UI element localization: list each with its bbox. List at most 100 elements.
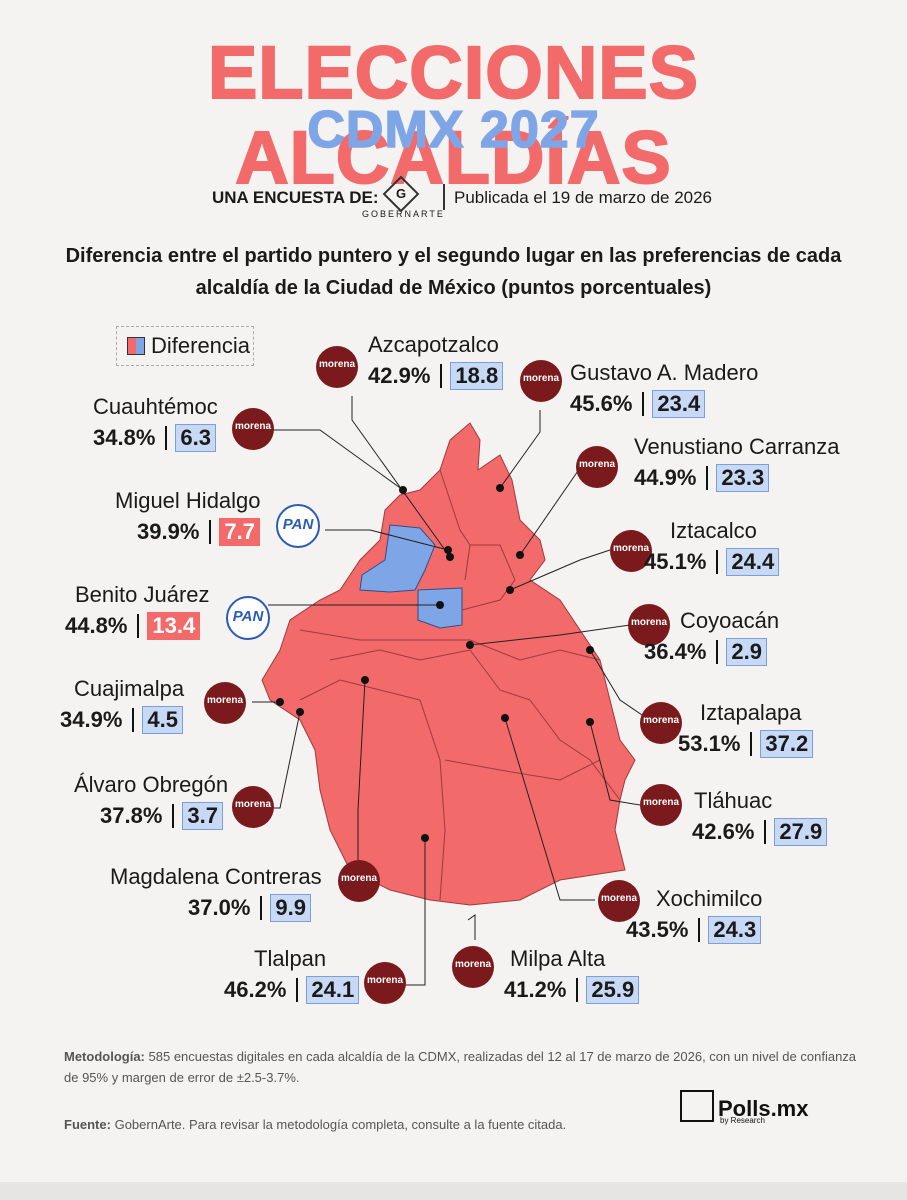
page-title: ELECCIONES ALCALDÍAS: [207, 30, 700, 200]
alcaldia-name: Álvaro Obregón: [74, 772, 229, 797]
legend-swatch: [127, 337, 145, 355]
leader-pct: 42.6%: [692, 819, 755, 844]
gobernarte-logo: G GOBERNARTE: [362, 175, 445, 219]
morena-logo-cuajimalpa: morena: [204, 682, 246, 724]
bottom-strip: [0, 1182, 907, 1200]
leader-pct: 45.1%: [644, 549, 707, 574]
diff-value: 24.1: [306, 976, 360, 1004]
leader-pct: 39.9%: [137, 519, 200, 544]
alcaldia-name: Tláhuac: [694, 788, 773, 813]
byline: UNA ENCUESTA DE: G GOBERNARTE Publicada …: [0, 175, 907, 219]
byline-divider: [443, 184, 445, 210]
morena-logo-coyoacan: morena: [628, 604, 670, 646]
pollsmx-logo: Polls.mx by Research: [680, 1090, 809, 1125]
pollsmx-icon: [680, 1090, 714, 1122]
leader-pct: 34.9%: [60, 707, 123, 732]
diff-value: 24.3: [708, 916, 762, 944]
label-tlalpan: Tlalpan 46.2% 24.1: [224, 946, 360, 1004]
morena-logo-vcarranza: morena: [576, 446, 618, 488]
legend: Diferencia: [116, 326, 254, 366]
diff-value: 7.7: [219, 518, 260, 546]
label-tlahuac: Tláhuac 42.6% 27.9: [692, 788, 828, 846]
label-mhidalgo: Miguel Hidalgo 39.9% 7.7: [115, 488, 261, 546]
morena-logo-iztapalapa: morena: [640, 702, 682, 744]
morena-logo-cuauhtemoc: morena: [232, 408, 274, 450]
leader-pct: 43.5%: [626, 917, 689, 942]
alcaldia-name: Iztacalco: [670, 518, 757, 543]
legend-label: Diferencia: [151, 333, 251, 358]
label-xochimilco: Xochimilco 43.5% 24.3: [626, 886, 763, 944]
morena-logo-mcontreras: morena: [338, 860, 380, 902]
methodology-note: Metodología: 585 encuestas digitales en …: [64, 1046, 864, 1088]
label-gam: Gustavo A. Madero 45.6% 23.4: [570, 360, 758, 418]
leader-pct: 41.2%: [504, 977, 567, 1002]
diff-value: 18.8: [450, 362, 504, 390]
leader-pct: 34.8%: [93, 425, 156, 450]
pollsmx-sub: by Research: [720, 1116, 765, 1125]
alcaldia-name: Gustavo A. Madero: [570, 360, 759, 385]
map-area-morena: [261, 422, 636, 906]
leader-pct: 44.9%: [634, 465, 697, 490]
alcaldia-name: Benito Juárez: [75, 582, 210, 607]
label-iztapalapa: Iztapalapa 53.1% 37.2: [678, 700, 814, 758]
alcaldia-name: Miguel Hidalgo: [115, 488, 261, 513]
label-cuauhtemoc: Cuauhtémoc 34.8% 6.3: [93, 394, 218, 452]
label-iztacalco: Iztacalco 45.1% 24.4: [644, 518, 780, 576]
diff-value: 2.9: [726, 638, 767, 666]
methodology-label: Metodología:: [64, 1049, 145, 1064]
page-subtitle: CDMX 2027: [307, 100, 600, 160]
pollsmx-name: Polls.mx: [718, 1096, 809, 1121]
leader-pct: 44.8%: [65, 613, 128, 638]
source-text: GobernArte. Para revisar la metodología …: [114, 1117, 567, 1132]
diff-value: 24.4: [726, 548, 780, 576]
leader-pct: 53.1%: [678, 731, 741, 756]
alcaldia-name: Milpa Alta: [510, 946, 606, 971]
gobernarte-name: GOBERNARTE: [362, 209, 445, 219]
leader-pct: 45.6%: [570, 391, 633, 416]
leader-pct: 46.2%: [224, 977, 287, 1002]
morena-logo-aobregon: morena: [232, 786, 274, 828]
diff-value: 9.9: [270, 894, 311, 922]
label-vcarranza: Venustiano Carranza 44.9% 23.3: [634, 434, 839, 492]
morena-logo-tlalpan: morena: [364, 962, 406, 1004]
morena-logo-azcapotzalco: morena: [316, 346, 358, 388]
leader-pct: 42.9%: [368, 363, 431, 388]
pan-logo-bjuarez: PAN: [226, 596, 270, 640]
source-label: Fuente:: [64, 1117, 111, 1132]
source-note: Fuente: GobernArte. Para revisar la meto…: [64, 1114, 664, 1135]
diff-value: 3.7: [182, 802, 223, 830]
leader-pct: 37.8%: [100, 803, 163, 828]
diff-value: 37.2: [760, 730, 814, 758]
label-cuajimalpa: Cuajimalpa 34.9% 4.5: [60, 676, 185, 734]
alcaldia-name: Coyoacán: [680, 608, 780, 633]
label-milpaalta: Milpa Alta 41.2% 25.9: [504, 946, 640, 1004]
diff-value: 23.3: [716, 464, 770, 492]
alcaldia-name: Cuauhtémoc: [93, 394, 218, 419]
pan-logo-mhidalgo: PAN: [276, 504, 320, 548]
byline-label: UNA ENCUESTA DE:: [212, 188, 379, 207]
label-coyoacan: Coyoacán 36.4% 2.9: [644, 608, 780, 666]
leader-pct: 37.0%: [188, 895, 251, 920]
morena-logo-xochimilco: morena: [598, 880, 640, 922]
alcaldia-name: Iztapalapa: [700, 700, 802, 725]
alcaldia-name: Magdalena Contreras: [110, 864, 322, 889]
alcaldia-name: Xochimilco: [656, 886, 763, 911]
alcaldia-name: Venustiano Carranza: [634, 434, 840, 459]
methodology-text: 585 encuestas digitales en cada alcaldía…: [64, 1049, 857, 1085]
alcaldia-name: Tlalpan: [254, 946, 327, 971]
diff-value: 23.4: [652, 390, 706, 418]
label-azcapotzalco: Azcapotzalco 42.9% 18.8: [368, 332, 504, 390]
diff-value: 27.9: [774, 818, 828, 846]
morena-logo-iztacalco: morena: [610, 530, 652, 572]
alcaldia-name: Cuajimalpa: [74, 676, 185, 701]
label-bjuarez: Benito Juárez 44.8% 13.4: [65, 582, 210, 640]
map-dots: [276, 484, 594, 842]
morena-logo-milpaalta: morena: [452, 946, 494, 988]
diff-value: 13.4: [147, 612, 201, 640]
morena-logo-tlahuac: morena: [640, 784, 682, 826]
diff-value: 25.9: [586, 976, 640, 1004]
morena-logo-gam: morena: [520, 360, 562, 402]
diff-value: 4.5: [142, 706, 183, 734]
label-aobregon: Álvaro Obregón 37.8% 3.7: [74, 772, 228, 830]
